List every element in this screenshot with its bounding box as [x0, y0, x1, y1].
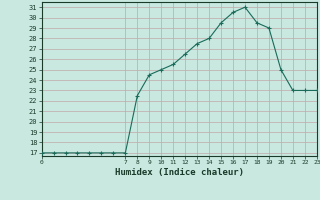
X-axis label: Humidex (Indice chaleur): Humidex (Indice chaleur): [115, 168, 244, 177]
